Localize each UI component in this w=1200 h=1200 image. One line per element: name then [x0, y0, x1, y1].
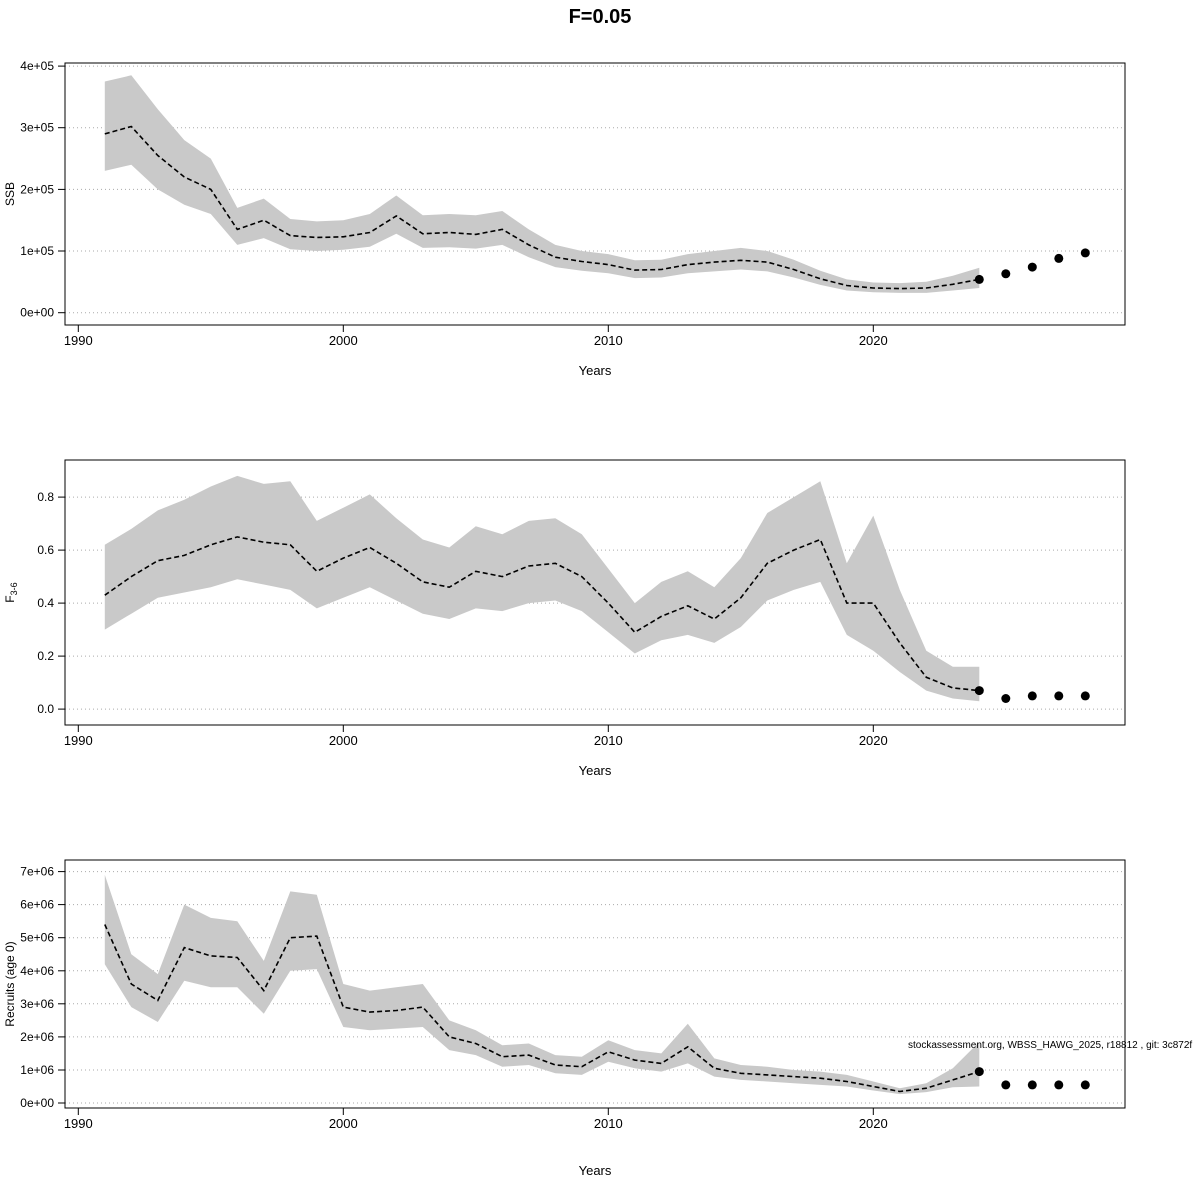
x-tick-label: 2010: [594, 1116, 623, 1131]
x-tick-label: 2000: [329, 333, 358, 348]
forecast-dot: [1080, 248, 1090, 258]
y-tick-label: 4e+06: [20, 964, 54, 978]
confidence-band: [104, 75, 980, 293]
forecast-dot: [1054, 1080, 1064, 1090]
confidence-band: [104, 475, 980, 702]
y-tick-label: 1e+05: [20, 244, 54, 258]
y-axis-label: Recruits (age 0): [3, 941, 17, 1026]
y-axis-label: F3-6: [3, 582, 19, 602]
y-tick-label: 5e+06: [20, 931, 54, 945]
ssb-chart: 0e+00 1e+05 2e+05 3e+05 4e+05 1990 2000 2010 202…: [3, 59, 1126, 378]
x-axis-label: Years: [579, 363, 612, 378]
f-chart: 0.0 0.2 0.4 0.6 0.8 1990 2000 2010 2020 Years F3-6: [3, 459, 1126, 778]
y-tick-label: 0.2: [37, 649, 54, 663]
y-tick-label: 6e+06: [20, 898, 54, 912]
forecast-dot: [1027, 691, 1037, 701]
forecast-dot: [1080, 691, 1090, 701]
figure-title: F=0.05: [568, 6, 632, 28]
recruits-chart: 0e+00 1e+06 2e+06 3e+06 4e+06 5e+06 6e+06 7e+06…: [3, 859, 1192, 1178]
y-tick-label: 4e+05: [20, 59, 54, 73]
plot-border: [64, 859, 1126, 1109]
x-axis-label: Years: [579, 763, 612, 778]
y-tick-label: 0.8: [37, 490, 54, 504]
ssb-panel: 0e+00 1e+05 2e+05 3e+05 4e+05 1990 2000 2010 202…: [0, 40, 1200, 395]
plot-border: [64, 62, 1126, 326]
forecast-dot: [1001, 694, 1011, 703]
y-tick-label: 1e+06: [20, 1063, 54, 1077]
mean-line: [104, 125, 980, 290]
y-tick-label: 3e+05: [20, 121, 54, 135]
plot-border: [64, 459, 1126, 726]
x-tick-label: 1990: [64, 733, 93, 748]
confidence-band: [104, 874, 980, 1095]
watermark-text: stockassessment.org, WBSS_HAWG_2025, r18…: [908, 1040, 1192, 1051]
mean-line: [104, 536, 980, 692]
last-estimate-dot: [974, 1067, 984, 1077]
x-tick-label: 2020: [859, 333, 888, 348]
recruits-panel: 0e+00 1e+06 2e+06 3e+06 4e+06 5e+06 6e+06 7e+06…: [0, 815, 1200, 1200]
x-tick-label: 2010: [594, 733, 623, 748]
y-tick-label: 0e+00: [20, 306, 54, 320]
forecast-dot: [1001, 1080, 1011, 1090]
x-tick-label: 2020: [859, 733, 888, 748]
forecast-dot: [1027, 1080, 1037, 1090]
x-tick-label: 1990: [64, 1116, 93, 1131]
y-tick-label: 0.6: [37, 543, 54, 557]
forecast-dot: [1027, 262, 1037, 272]
x-tick-label: 2020: [859, 1116, 888, 1131]
forecast-dot: [1054, 691, 1064, 701]
last-estimate-dot: [974, 686, 984, 696]
y-tick-label: 0e+00: [20, 1096, 54, 1110]
y-tick-label: 2e+05: [20, 182, 54, 196]
x-tick-label: 2000: [329, 733, 358, 748]
y-tick-label: 7e+06: [20, 865, 54, 879]
forecast-dot: [1001, 269, 1011, 279]
forecast-dot: [1080, 1080, 1090, 1090]
y-tick-label: 0.0: [37, 702, 54, 716]
x-tick-label: 2000: [329, 1116, 358, 1131]
x-tick-label: 1990: [64, 333, 93, 348]
y-tick-label: 3e+06: [20, 997, 54, 1011]
y-axis-label: SSB: [3, 182, 17, 206]
y-tick-label: 0.4: [37, 596, 54, 610]
last-estimate-dot: [974, 274, 984, 284]
f-panel: 0.0 0.2 0.4 0.6 0.8 1990 2000 2010 2020 Years F3-6: [0, 425, 1200, 795]
forecast-dot: [1054, 253, 1064, 263]
x-axis-label: Years: [579, 1163, 612, 1178]
x-tick-label: 2010: [594, 333, 623, 348]
y-tick-label: 2e+06: [20, 1030, 54, 1044]
